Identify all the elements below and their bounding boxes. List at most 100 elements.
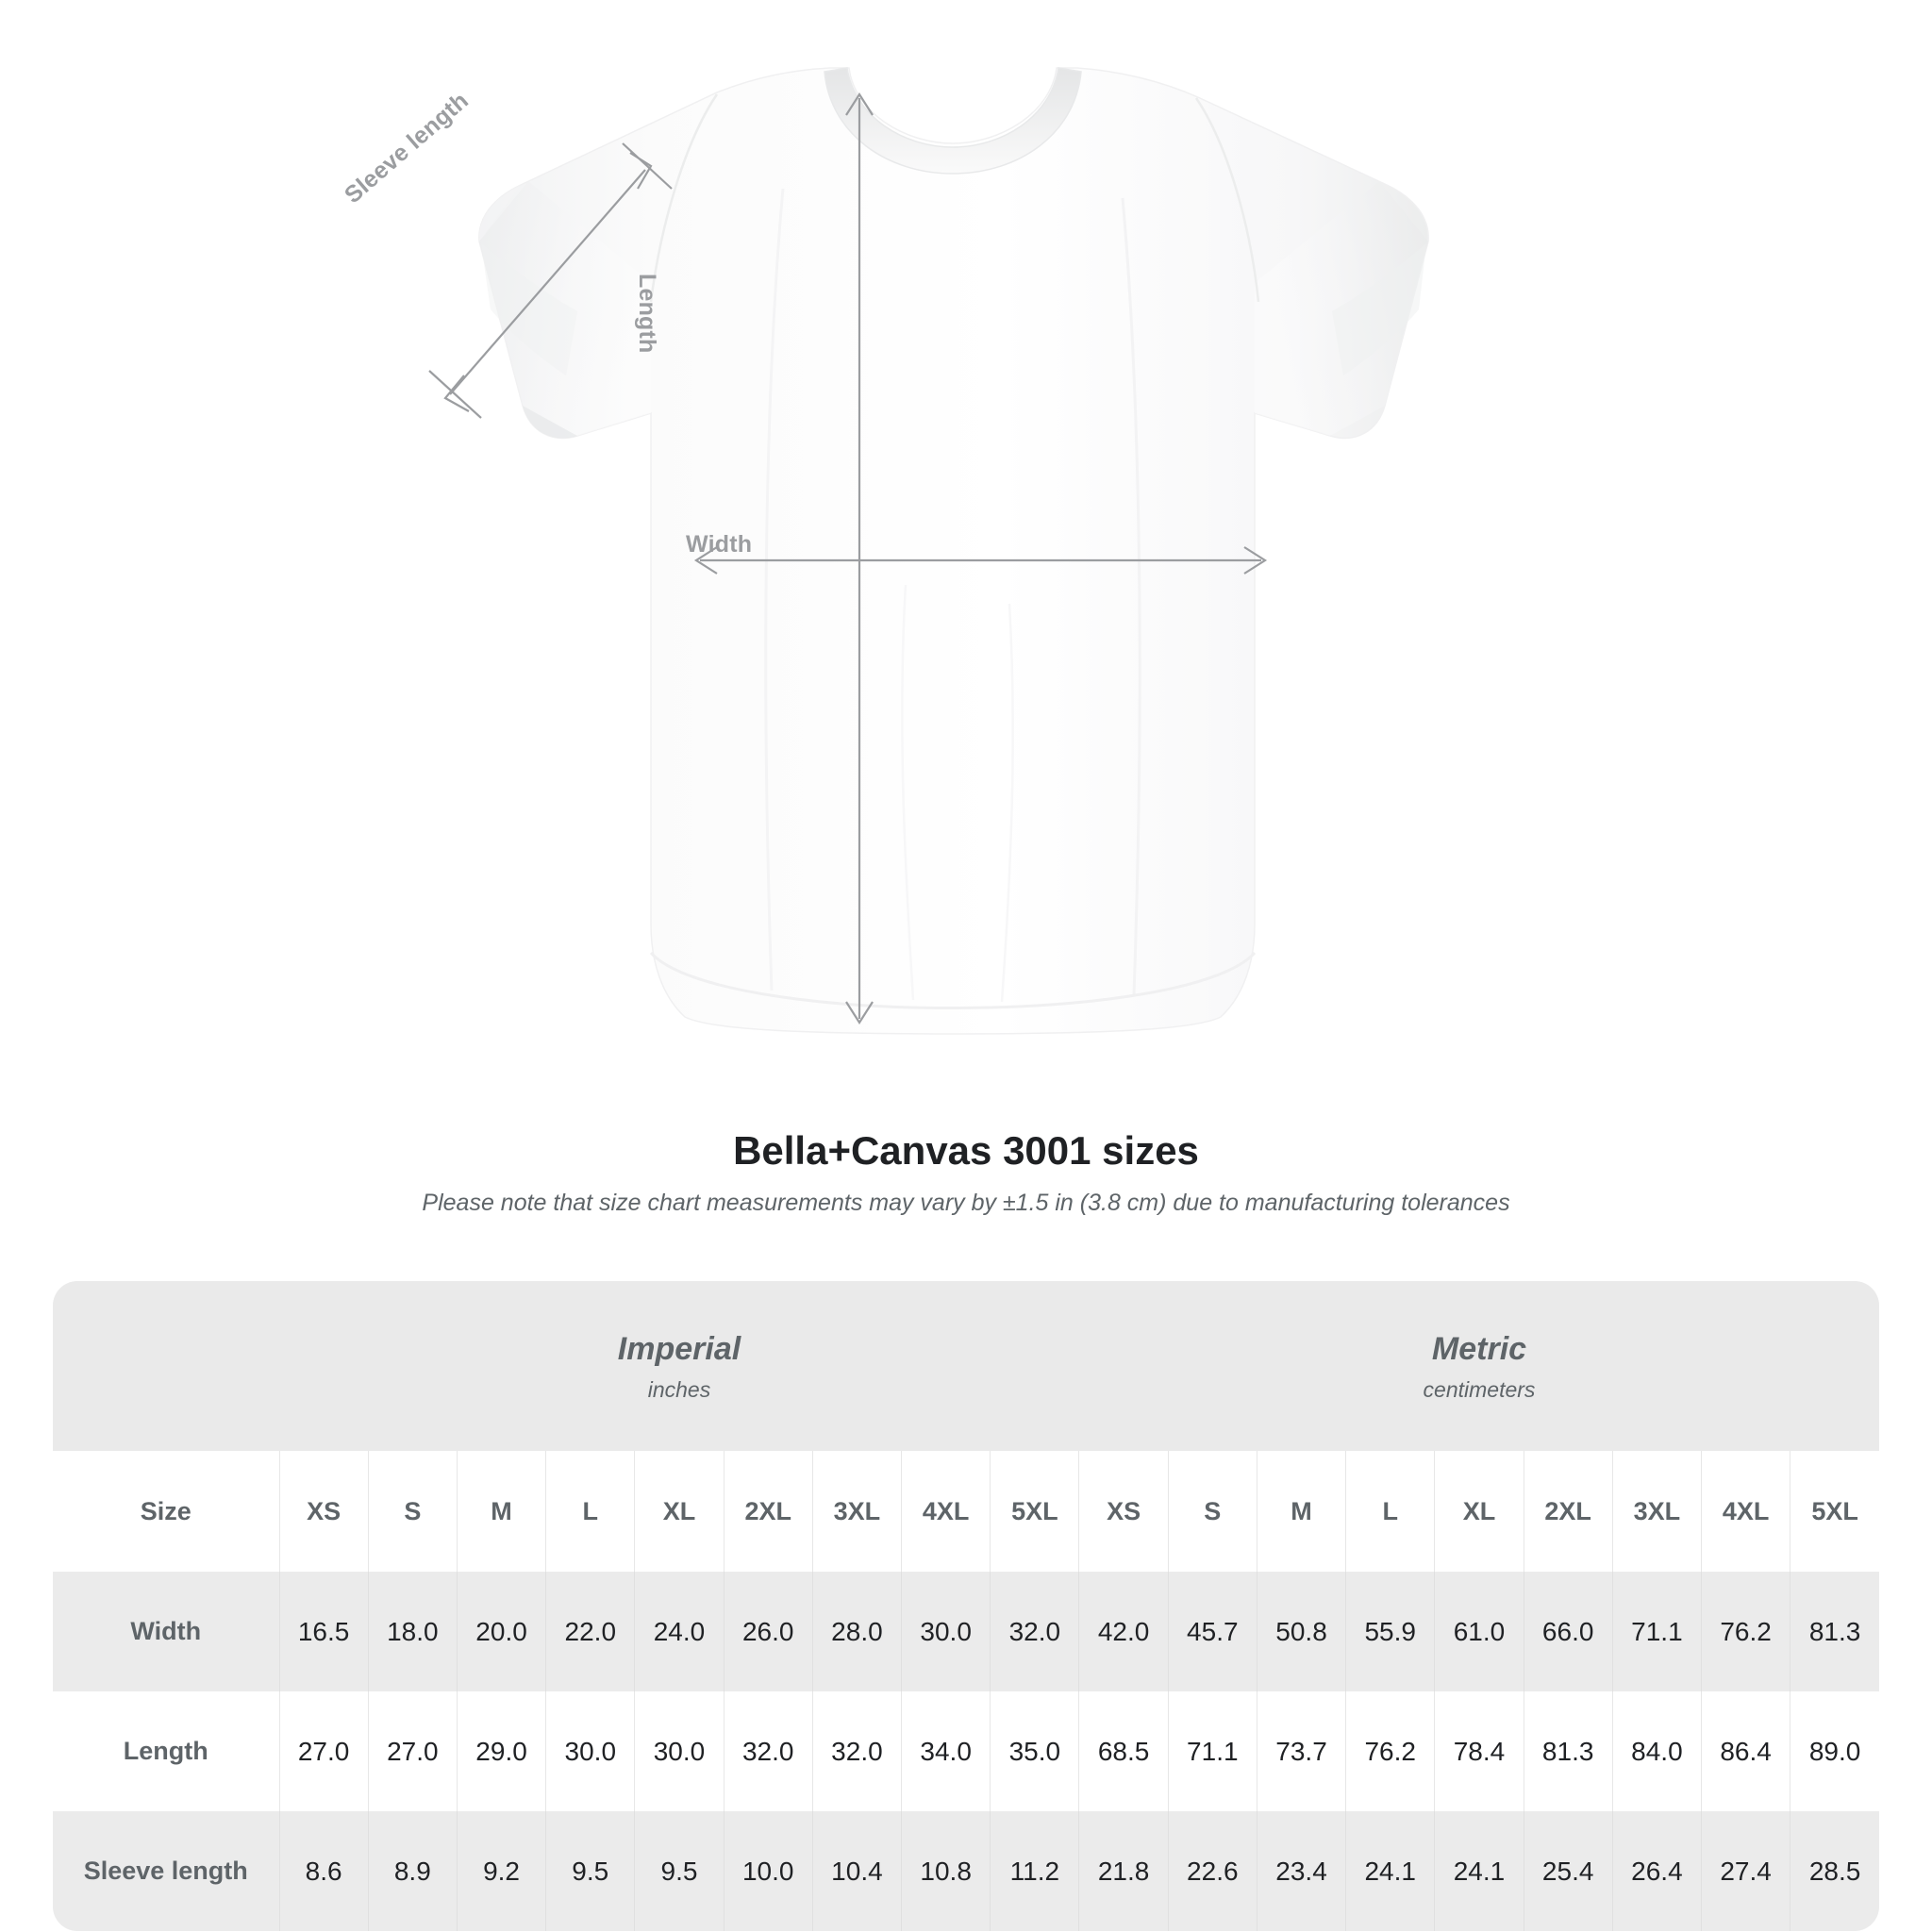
cell-width-imperial-2xl: 26.0 bbox=[723, 1572, 813, 1691]
cell-width-imperial-3xl: 28.0 bbox=[811, 1572, 902, 1691]
size-col-metric-4xl: 4XL bbox=[1700, 1451, 1790, 1572]
row-label-sleeve-length: Sleeve length bbox=[53, 1811, 279, 1931]
size-header-label: Size bbox=[53, 1451, 279, 1572]
size-col-metric-m: M bbox=[1256, 1451, 1346, 1572]
cell-sleeve-imperial-xs: 8.6 bbox=[278, 1811, 369, 1931]
unit-header-metric: Metric centimeters bbox=[1078, 1281, 1879, 1451]
size-col-metric-s: S bbox=[1167, 1451, 1257, 1572]
row-label-length: Length bbox=[53, 1691, 279, 1811]
cell-sleeve-metric-l: 24.1 bbox=[1345, 1811, 1435, 1931]
size-col-imperial-5xl: 5XL bbox=[990, 1451, 1079, 1572]
cell-length-imperial-s: 27.0 bbox=[367, 1691, 458, 1811]
size-col-metric-2xl: 2XL bbox=[1523, 1451, 1613, 1572]
sleeve-length-arrow bbox=[428, 142, 673, 419]
cell-width-metric-s: 45.7 bbox=[1167, 1572, 1257, 1691]
cell-sleeve-metric-xs: 21.8 bbox=[1078, 1811, 1169, 1931]
size-col-imperial-3xl: 3XL bbox=[811, 1451, 902, 1572]
cell-sleeve-imperial-3xl: 10.4 bbox=[811, 1811, 902, 1931]
cell-width-metric-4xl: 76.2 bbox=[1700, 1572, 1790, 1691]
cell-length-imperial-l: 30.0 bbox=[545, 1691, 635, 1811]
cell-sleeve-metric-2xl: 25.4 bbox=[1523, 1811, 1613, 1931]
table-row: Length 27.0 27.0 29.0 30.0 30.0 32.0 32.… bbox=[53, 1691, 1879, 1811]
width-label: Width bbox=[686, 531, 753, 558]
unit-header-row: Imperial inches Metric centimeters bbox=[53, 1281, 1879, 1451]
size-col-imperial-xs: XS bbox=[278, 1451, 369, 1572]
cell-length-metric-4xl: 86.4 bbox=[1700, 1691, 1790, 1811]
cell-sleeve-metric-xl: 24.1 bbox=[1434, 1811, 1524, 1931]
tshirt-svg bbox=[428, 67, 1429, 1035]
row-label-width: Width bbox=[53, 1572, 279, 1691]
unit-sub-metric: centimeters bbox=[1423, 1376, 1536, 1402]
cell-width-imperial-5xl: 32.0 bbox=[990, 1572, 1079, 1691]
cell-width-imperial-xs: 16.5 bbox=[278, 1572, 369, 1691]
cell-length-metric-xs: 68.5 bbox=[1078, 1691, 1169, 1811]
cell-sleeve-metric-5xl: 28.5 bbox=[1790, 1811, 1879, 1931]
cell-length-metric-xl: 78.4 bbox=[1434, 1691, 1524, 1811]
cell-length-metric-5xl: 89.0 bbox=[1790, 1691, 1879, 1811]
cell-width-imperial-l: 22.0 bbox=[545, 1572, 635, 1691]
width-arrow bbox=[693, 546, 1268, 575]
size-header-row: Size XS S M L XL 2XL 3XL 4XL 5XL XS S M … bbox=[53, 1451, 1879, 1572]
cell-sleeve-metric-4xl: 27.4 bbox=[1700, 1811, 1790, 1931]
cell-length-metric-m: 73.7 bbox=[1256, 1691, 1346, 1811]
size-col-metric-3xl: 3XL bbox=[1611, 1451, 1702, 1572]
measurement-arrows bbox=[428, 92, 1268, 1025]
cell-sleeve-imperial-xl: 9.5 bbox=[634, 1811, 724, 1931]
size-table: Imperial inches Metric centimeters Size … bbox=[53, 1281, 1879, 1931]
size-col-metric-xl: XL bbox=[1434, 1451, 1524, 1572]
cell-sleeve-imperial-l: 9.5 bbox=[545, 1811, 635, 1931]
size-col-metric-xs: XS bbox=[1078, 1451, 1169, 1572]
cell-width-metric-xs: 42.0 bbox=[1078, 1572, 1169, 1691]
tolerance-note: Please note that size chart measurements… bbox=[422, 1190, 1510, 1217]
size-col-metric-5xl: 5XL bbox=[1790, 1451, 1879, 1572]
cell-length-imperial-4xl: 34.0 bbox=[901, 1691, 991, 1811]
cell-length-imperial-xl: 30.0 bbox=[634, 1691, 724, 1811]
cell-width-metric-l: 55.9 bbox=[1345, 1572, 1435, 1691]
size-col-imperial-m: M bbox=[456, 1451, 546, 1572]
unit-header-spacer bbox=[53, 1281, 279, 1451]
size-col-imperial-l: L bbox=[545, 1451, 635, 1572]
size-col-imperial-2xl: 2XL bbox=[723, 1451, 813, 1572]
cell-sleeve-metric-3xl: 26.4 bbox=[1611, 1811, 1702, 1931]
cell-length-metric-l: 76.2 bbox=[1345, 1691, 1435, 1811]
cell-sleeve-imperial-2xl: 10.0 bbox=[723, 1811, 813, 1931]
heading-block: Bella+Canvas 3001 sizes Please note that… bbox=[0, 1127, 1932, 1217]
length-arrow bbox=[845, 92, 874, 1025]
cell-sleeve-imperial-s: 8.9 bbox=[367, 1811, 458, 1931]
size-table-wrapper: Imperial inches Metric centimeters Size … bbox=[53, 1281, 1879, 1931]
cell-length-metric-3xl: 84.0 bbox=[1611, 1691, 1702, 1811]
cell-width-metric-xl: 61.0 bbox=[1434, 1572, 1524, 1691]
cell-length-metric-s: 71.1 bbox=[1167, 1691, 1257, 1811]
cell-width-imperial-xl: 24.0 bbox=[634, 1572, 724, 1691]
cell-length-imperial-xs: 27.0 bbox=[278, 1691, 369, 1811]
cell-sleeve-imperial-m: 9.2 bbox=[456, 1811, 546, 1931]
cell-width-metric-2xl: 66.0 bbox=[1523, 1572, 1613, 1691]
cell-width-imperial-m: 20.0 bbox=[456, 1572, 546, 1691]
cell-width-metric-5xl: 81.3 bbox=[1790, 1572, 1879, 1691]
unit-name-metric: Metric bbox=[1431, 1331, 1527, 1368]
cell-width-imperial-4xl: 30.0 bbox=[901, 1572, 991, 1691]
unit-name-imperial: Imperial bbox=[617, 1331, 741, 1368]
size-col-imperial-4xl: 4XL bbox=[901, 1451, 991, 1572]
cell-length-imperial-3xl: 32.0 bbox=[811, 1691, 902, 1811]
cell-sleeve-imperial-4xl: 10.8 bbox=[901, 1811, 991, 1931]
cell-length-metric-2xl: 81.3 bbox=[1523, 1691, 1613, 1811]
tshirt-illustration: Sleeve length Length Width bbox=[340, 67, 1429, 1035]
size-col-imperial-xl: XL bbox=[634, 1451, 724, 1572]
cell-width-metric-m: 50.8 bbox=[1256, 1572, 1346, 1691]
shirt-shape bbox=[478, 67, 1429, 1035]
length-label: Length bbox=[634, 274, 660, 354]
cell-width-metric-3xl: 71.1 bbox=[1611, 1572, 1702, 1691]
unit-sub-imperial: inches bbox=[647, 1376, 711, 1402]
cell-sleeve-metric-m: 23.4 bbox=[1256, 1811, 1346, 1931]
size-col-metric-l: L bbox=[1345, 1451, 1435, 1572]
cell-sleeve-imperial-5xl: 11.2 bbox=[990, 1811, 1079, 1931]
unit-header-imperial: Imperial inches bbox=[279, 1281, 1079, 1451]
size-col-imperial-s: S bbox=[367, 1451, 458, 1572]
table-row: Width 16.5 18.0 20.0 22.0 24.0 26.0 28.0… bbox=[53, 1572, 1879, 1691]
page-title: Bella+Canvas 3001 sizes bbox=[733, 1128, 1199, 1173]
cell-width-imperial-s: 18.0 bbox=[367, 1572, 458, 1691]
cell-length-imperial-5xl: 35.0 bbox=[990, 1691, 1079, 1811]
cell-sleeve-metric-s: 22.6 bbox=[1167, 1811, 1257, 1931]
